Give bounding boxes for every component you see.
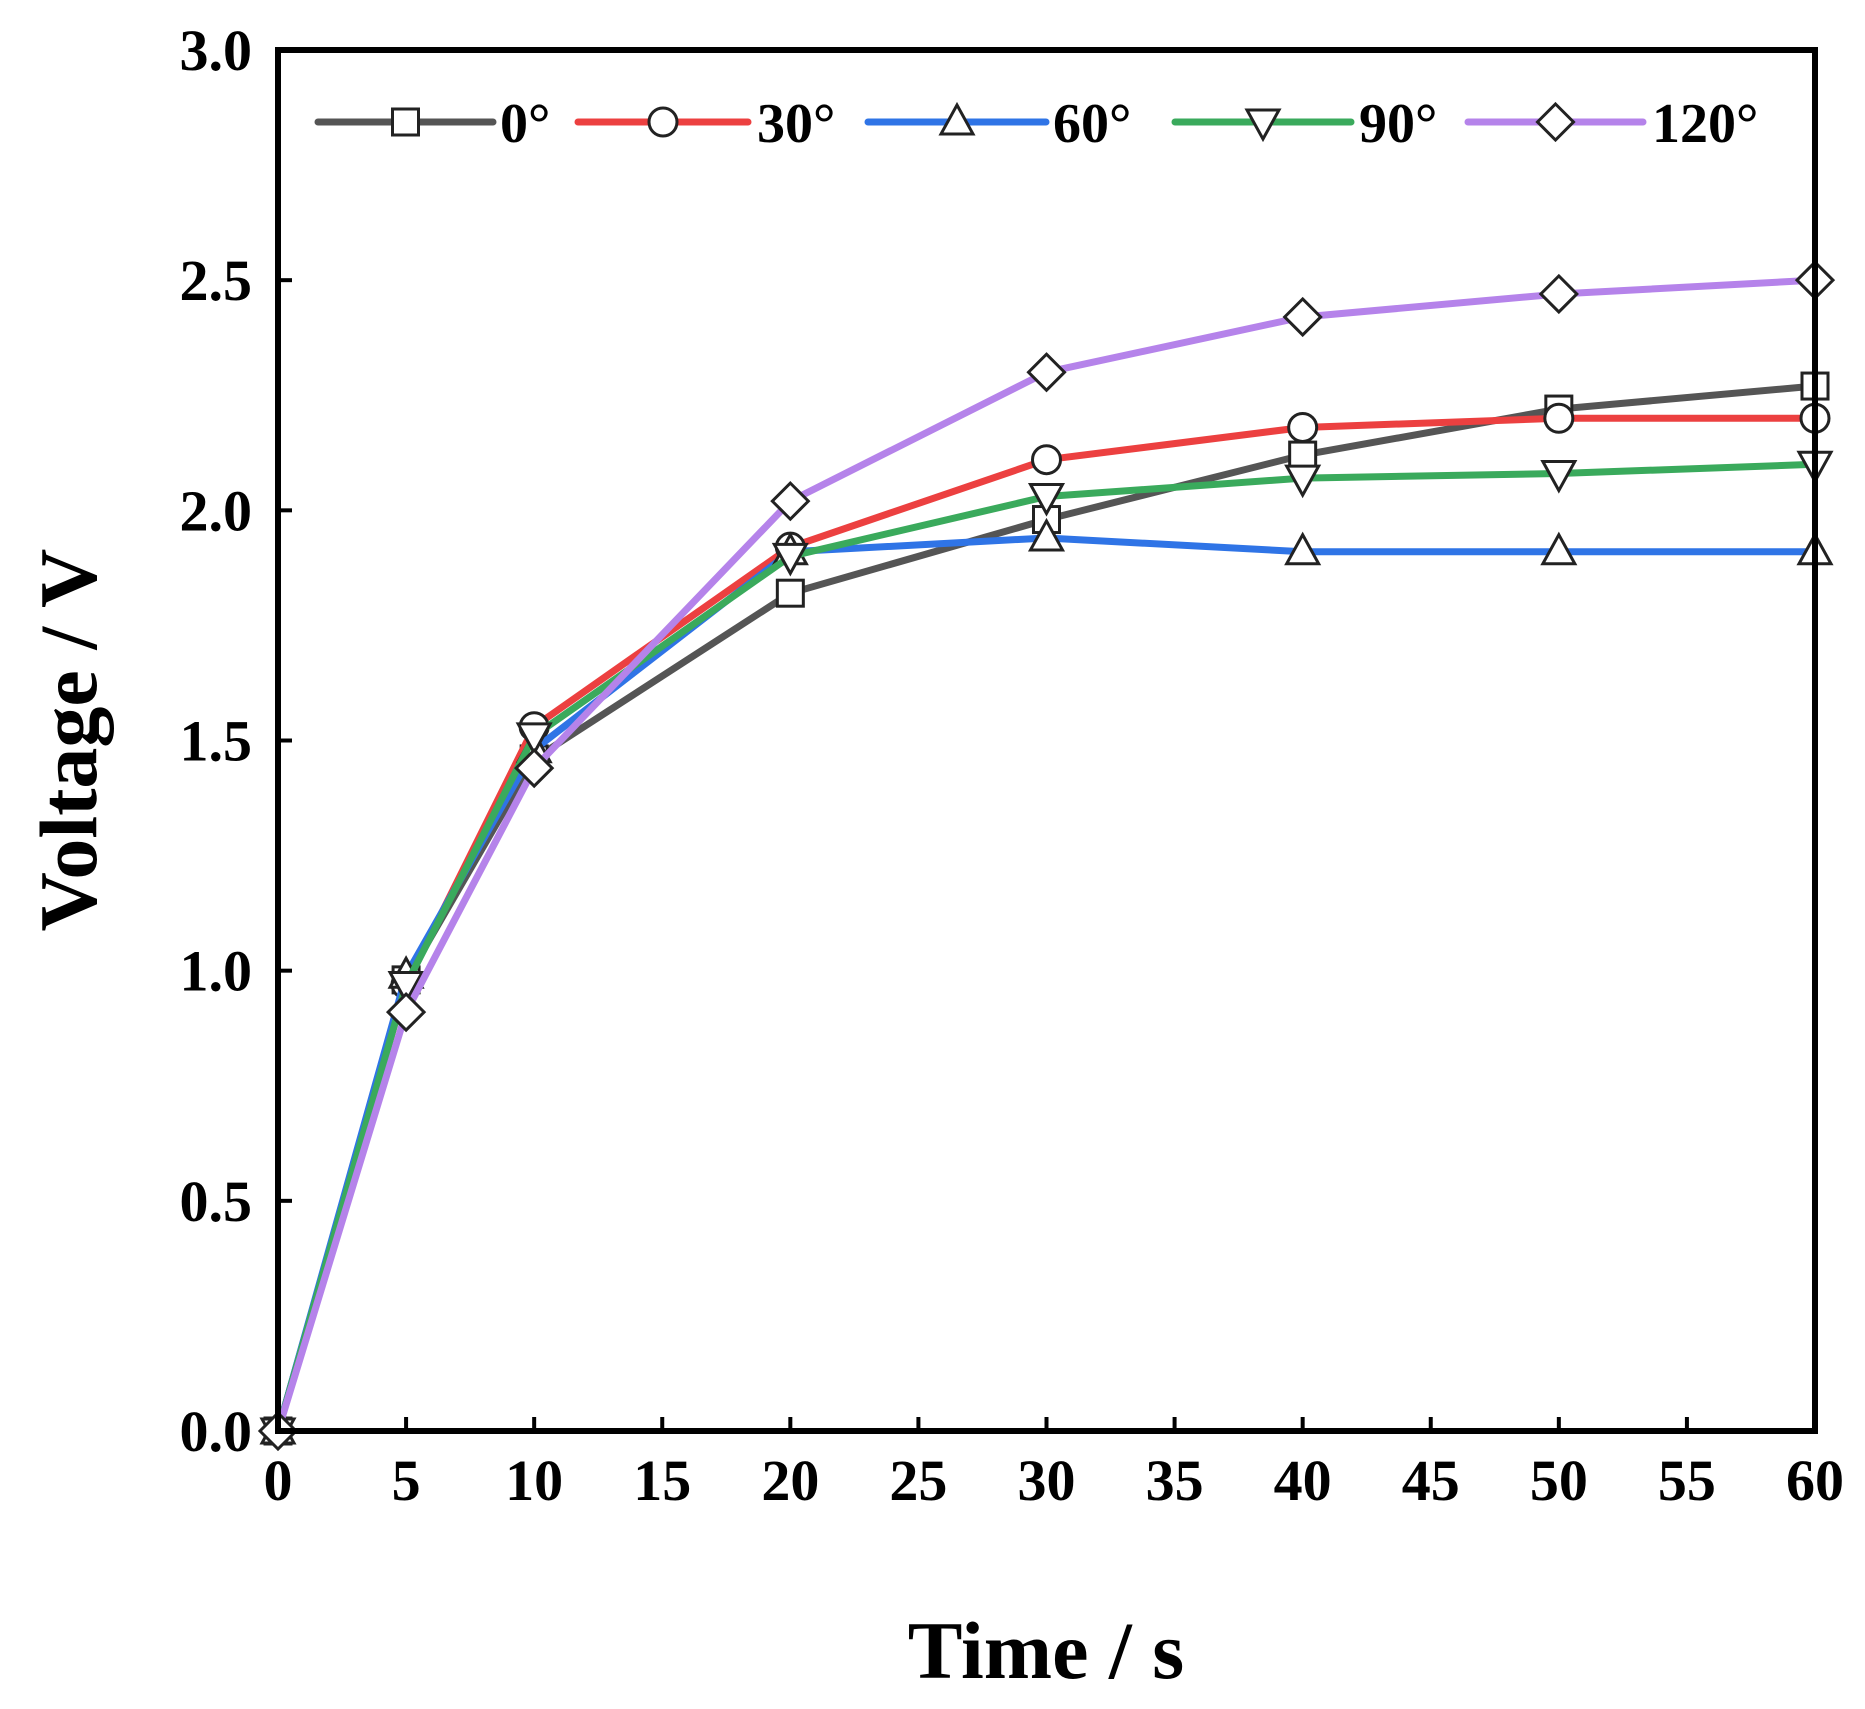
- legend-item-0deg: 0°: [314, 93, 550, 155]
- data-point-90deg-1: [387, 970, 425, 1005]
- series-90deg: [259, 450, 1834, 1452]
- x-tick-label: 5: [392, 1448, 421, 1513]
- legend-item-30deg: 30°: [574, 93, 835, 155]
- data-point-0deg-3: [775, 578, 805, 608]
- data-point-120deg-6: [1538, 273, 1579, 315]
- x-tick-label: 55: [1658, 1448, 1716, 1513]
- x-tick-label: 50: [1530, 1448, 1588, 1513]
- x-tick-label: 15: [633, 1448, 691, 1513]
- legend-label-0deg: 0°: [500, 93, 550, 155]
- legend-item-60deg: 60°: [864, 93, 1131, 155]
- x-tick-label: 20: [761, 1448, 819, 1513]
- y-axis-title: Voltage / V: [23, 549, 114, 932]
- data-point-120deg-2: [514, 747, 555, 789]
- x-axis-title: Time / s: [908, 1605, 1184, 1696]
- data-point-120deg-5: [1282, 296, 1323, 338]
- x-tick-label: 45: [1402, 1448, 1460, 1513]
- legend-marker-30deg: [647, 106, 679, 138]
- legend-label-60deg: 60°: [1053, 93, 1131, 155]
- series-line-120deg: [274, 276, 1819, 1435]
- series-layer: [257, 260, 1836, 1452]
- y-tick-label: 0.0: [180, 1399, 253, 1464]
- series-line-90deg: [274, 460, 1819, 1435]
- x-tick-label: 30: [1018, 1448, 1076, 1513]
- y-tick-label: 2.0: [180, 478, 253, 543]
- data-point-30deg-5: [1287, 411, 1319, 443]
- series-line-60deg: [274, 534, 1819, 1435]
- data-point-120deg-3: [770, 481, 811, 522]
- data-point-60deg-5: [1284, 531, 1322, 566]
- x-tick-label: 0: [264, 1448, 293, 1513]
- legend-marker-90deg: [1244, 108, 1282, 143]
- y-tick-label: 1.0: [180, 939, 253, 1004]
- data-point-120deg-4: [1026, 352, 1067, 393]
- data-point-90deg-6: [1540, 460, 1578, 494]
- data-point-120deg-1: [385, 991, 427, 1033]
- y-tick-label: 0.5: [180, 1169, 253, 1234]
- legend-item-90deg: 90°: [1171, 93, 1437, 155]
- legend-marker-120deg: [1535, 101, 1576, 143]
- series-30deg: [262, 402, 1831, 1447]
- x-tick-label: 10: [505, 1448, 563, 1513]
- legend-label-30deg: 30°: [757, 93, 835, 155]
- x-tick-label: 35: [1146, 1448, 1204, 1513]
- data-point-60deg-4: [1027, 517, 1066, 552]
- axis-ticks: 0 5 10 15 20 25 30 35 40 45 50 55 60 0.0 0.5 1.0 1.5 2.0 2…: [180, 18, 1845, 1513]
- x-tick-label: 25: [889, 1448, 947, 1513]
- legend-label-120deg: 120°: [1652, 93, 1758, 155]
- data-point-90deg-3: [771, 542, 809, 577]
- data-point-30deg-6: [1543, 402, 1575, 434]
- legend-marker-60deg: [938, 101, 976, 136]
- y-tick-label: 2.5: [180, 248, 253, 313]
- series-line-30deg: [274, 414, 1819, 1435]
- y-tick-label: 3.0: [180, 18, 253, 83]
- series-120deg: [257, 260, 1836, 1452]
- data-point-0deg-5: [1288, 440, 1318, 470]
- data-point-90deg-2: [515, 722, 553, 757]
- data-point-30deg-4: [1031, 444, 1062, 476]
- series-60deg: [259, 517, 1834, 1445]
- x-tick-label: 60: [1786, 1448, 1844, 1513]
- data-point-60deg-6: [1540, 531, 1578, 566]
- plot-frame: [275, 47, 1818, 1434]
- data-point-90deg-4: [1027, 483, 1066, 517]
- legend-item-120deg: 120°: [1464, 93, 1758, 155]
- data-point-90deg-5: [1284, 464, 1322, 499]
- legend: 0° 30° 60° 90° 120°: [314, 93, 1758, 155]
- legend-label-90deg: 90°: [1359, 93, 1437, 155]
- x-tick-label: 40: [1274, 1448, 1332, 1513]
- y-tick-label: 1.5: [180, 709, 253, 774]
- legend-marker-0deg: [391, 107, 420, 137]
